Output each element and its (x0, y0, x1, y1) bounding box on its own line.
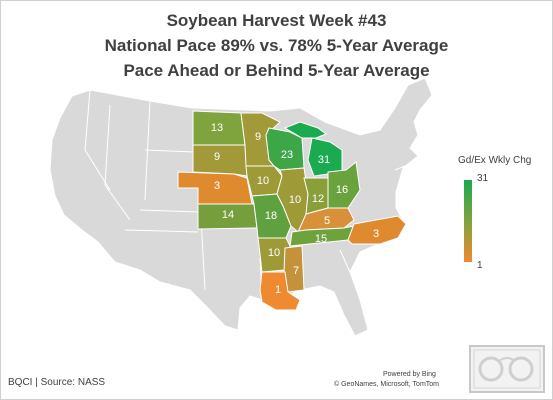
label-mississippi: 7 (293, 265, 299, 277)
bqci-logo (469, 345, 545, 393)
colored-states (177, 110, 407, 311)
label-louisiana: 1 (275, 284, 281, 296)
label-north-dakota: 13 (211, 122, 223, 134)
label-kansas: 14 (222, 209, 234, 221)
label-tennessee: 15 (315, 233, 327, 245)
legend-color-bar (464, 180, 472, 262)
legend-title: Gd/Ex Wkly Chg (458, 155, 532, 166)
label-missouri: 18 (265, 210, 277, 222)
powered-by-bing: Powered by Bing (383, 371, 436, 378)
label-michigan: 31 (318, 154, 330, 166)
label-illinois: 10 (289, 194, 301, 206)
label-nebraska: 3 (214, 180, 220, 192)
state-value-labels: 13 9 9 3 10 14 18 23 31 10 12 16 5 15 3 … (211, 122, 379, 296)
state-louisiana[interactable] (259, 271, 301, 311)
label-south-dakota: 9 (214, 151, 220, 163)
label-kentucky: 5 (324, 215, 330, 227)
title-line-1: Soybean Harvest Week #43 (166, 11, 387, 30)
map-attribution: © GeoNames, Microsoft, TomTom (334, 381, 439, 388)
label-arkansas: 10 (268, 247, 280, 259)
label-wisconsin: 23 (281, 149, 293, 161)
label-iowa: 10 (257, 175, 269, 187)
state-north-carolina[interactable] (347, 215, 407, 245)
state-mississippi[interactable] (283, 245, 305, 293)
source-note: BQCI | Source: NASS (8, 377, 106, 388)
state-michigan-upper[interactable] (283, 121, 328, 139)
legend-max-label: 31 (477, 173, 489, 184)
state-south-dakota[interactable] (192, 144, 248, 177)
label-north-carolina: 3 (373, 228, 379, 240)
title-line-2: National Pace 89% vs. 78% 5-Year Average (104, 36, 449, 55)
legend-min-label: 1 (477, 260, 483, 271)
label-indiana: 12 (312, 193, 324, 205)
label-minnesota: 9 (255, 131, 261, 143)
title-line-3: Pace Ahead or Behind 5-Year Average (123, 61, 430, 80)
label-ohio: 16 (336, 184, 348, 196)
